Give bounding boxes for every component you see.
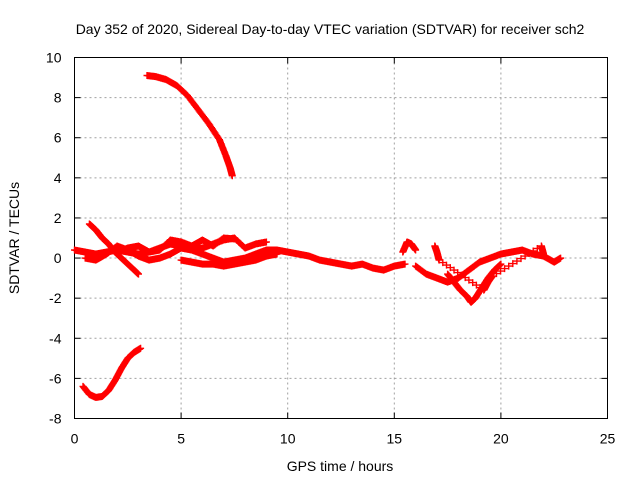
series-bump-15-6 <box>399 238 420 256</box>
data-point-markers <box>143 72 236 180</box>
series-late-spikes <box>431 242 547 294</box>
y-tick-label: -4 <box>49 330 62 346</box>
x-tick-label: 15 <box>387 431 403 447</box>
series-lower-arc <box>79 344 145 401</box>
x-tick-label: 25 <box>600 431 616 447</box>
series-lower-band <box>177 250 281 270</box>
data-point-markers <box>79 344 145 401</box>
x-tick-label: 0 <box>71 431 79 447</box>
x-tick-label: 20 <box>493 431 509 447</box>
y-tick-label: 6 <box>54 130 62 146</box>
y-axis-label: SDTVAR / TECUs <box>6 182 22 294</box>
y-tick-label: 2 <box>54 210 62 226</box>
x-axis-label: GPS time / hours <box>287 458 394 474</box>
data-point-markers <box>113 234 238 256</box>
y-tick-label: 10 <box>46 50 62 66</box>
plot-frame <box>74 57 608 419</box>
x-tick-label: 10 <box>280 431 296 447</box>
chart-title: Day 352 of 2020, Sidereal Day-to-day VTE… <box>76 21 585 37</box>
y-tick-label: -6 <box>49 370 62 386</box>
data-point-markers <box>399 238 420 256</box>
y-tick-label: 4 <box>54 170 62 186</box>
y-tick-label: -8 <box>49 411 62 427</box>
data-point-markers <box>431 242 547 294</box>
series-upper-arc <box>143 72 236 180</box>
grid <box>74 57 608 419</box>
data-points <box>71 72 565 401</box>
data-point-markers <box>177 250 281 270</box>
y-tick-label: -2 <box>49 290 62 306</box>
y-tick-label: 0 <box>54 250 62 266</box>
y-tick-label: 8 <box>54 90 62 106</box>
x-tick-label: 5 <box>177 431 185 447</box>
series-upper-band <box>113 234 238 256</box>
tick-labels: 0 5 10 15 20 25 -8 -6 -4 -2 0 2 4 6 8 10 <box>46 50 616 447</box>
